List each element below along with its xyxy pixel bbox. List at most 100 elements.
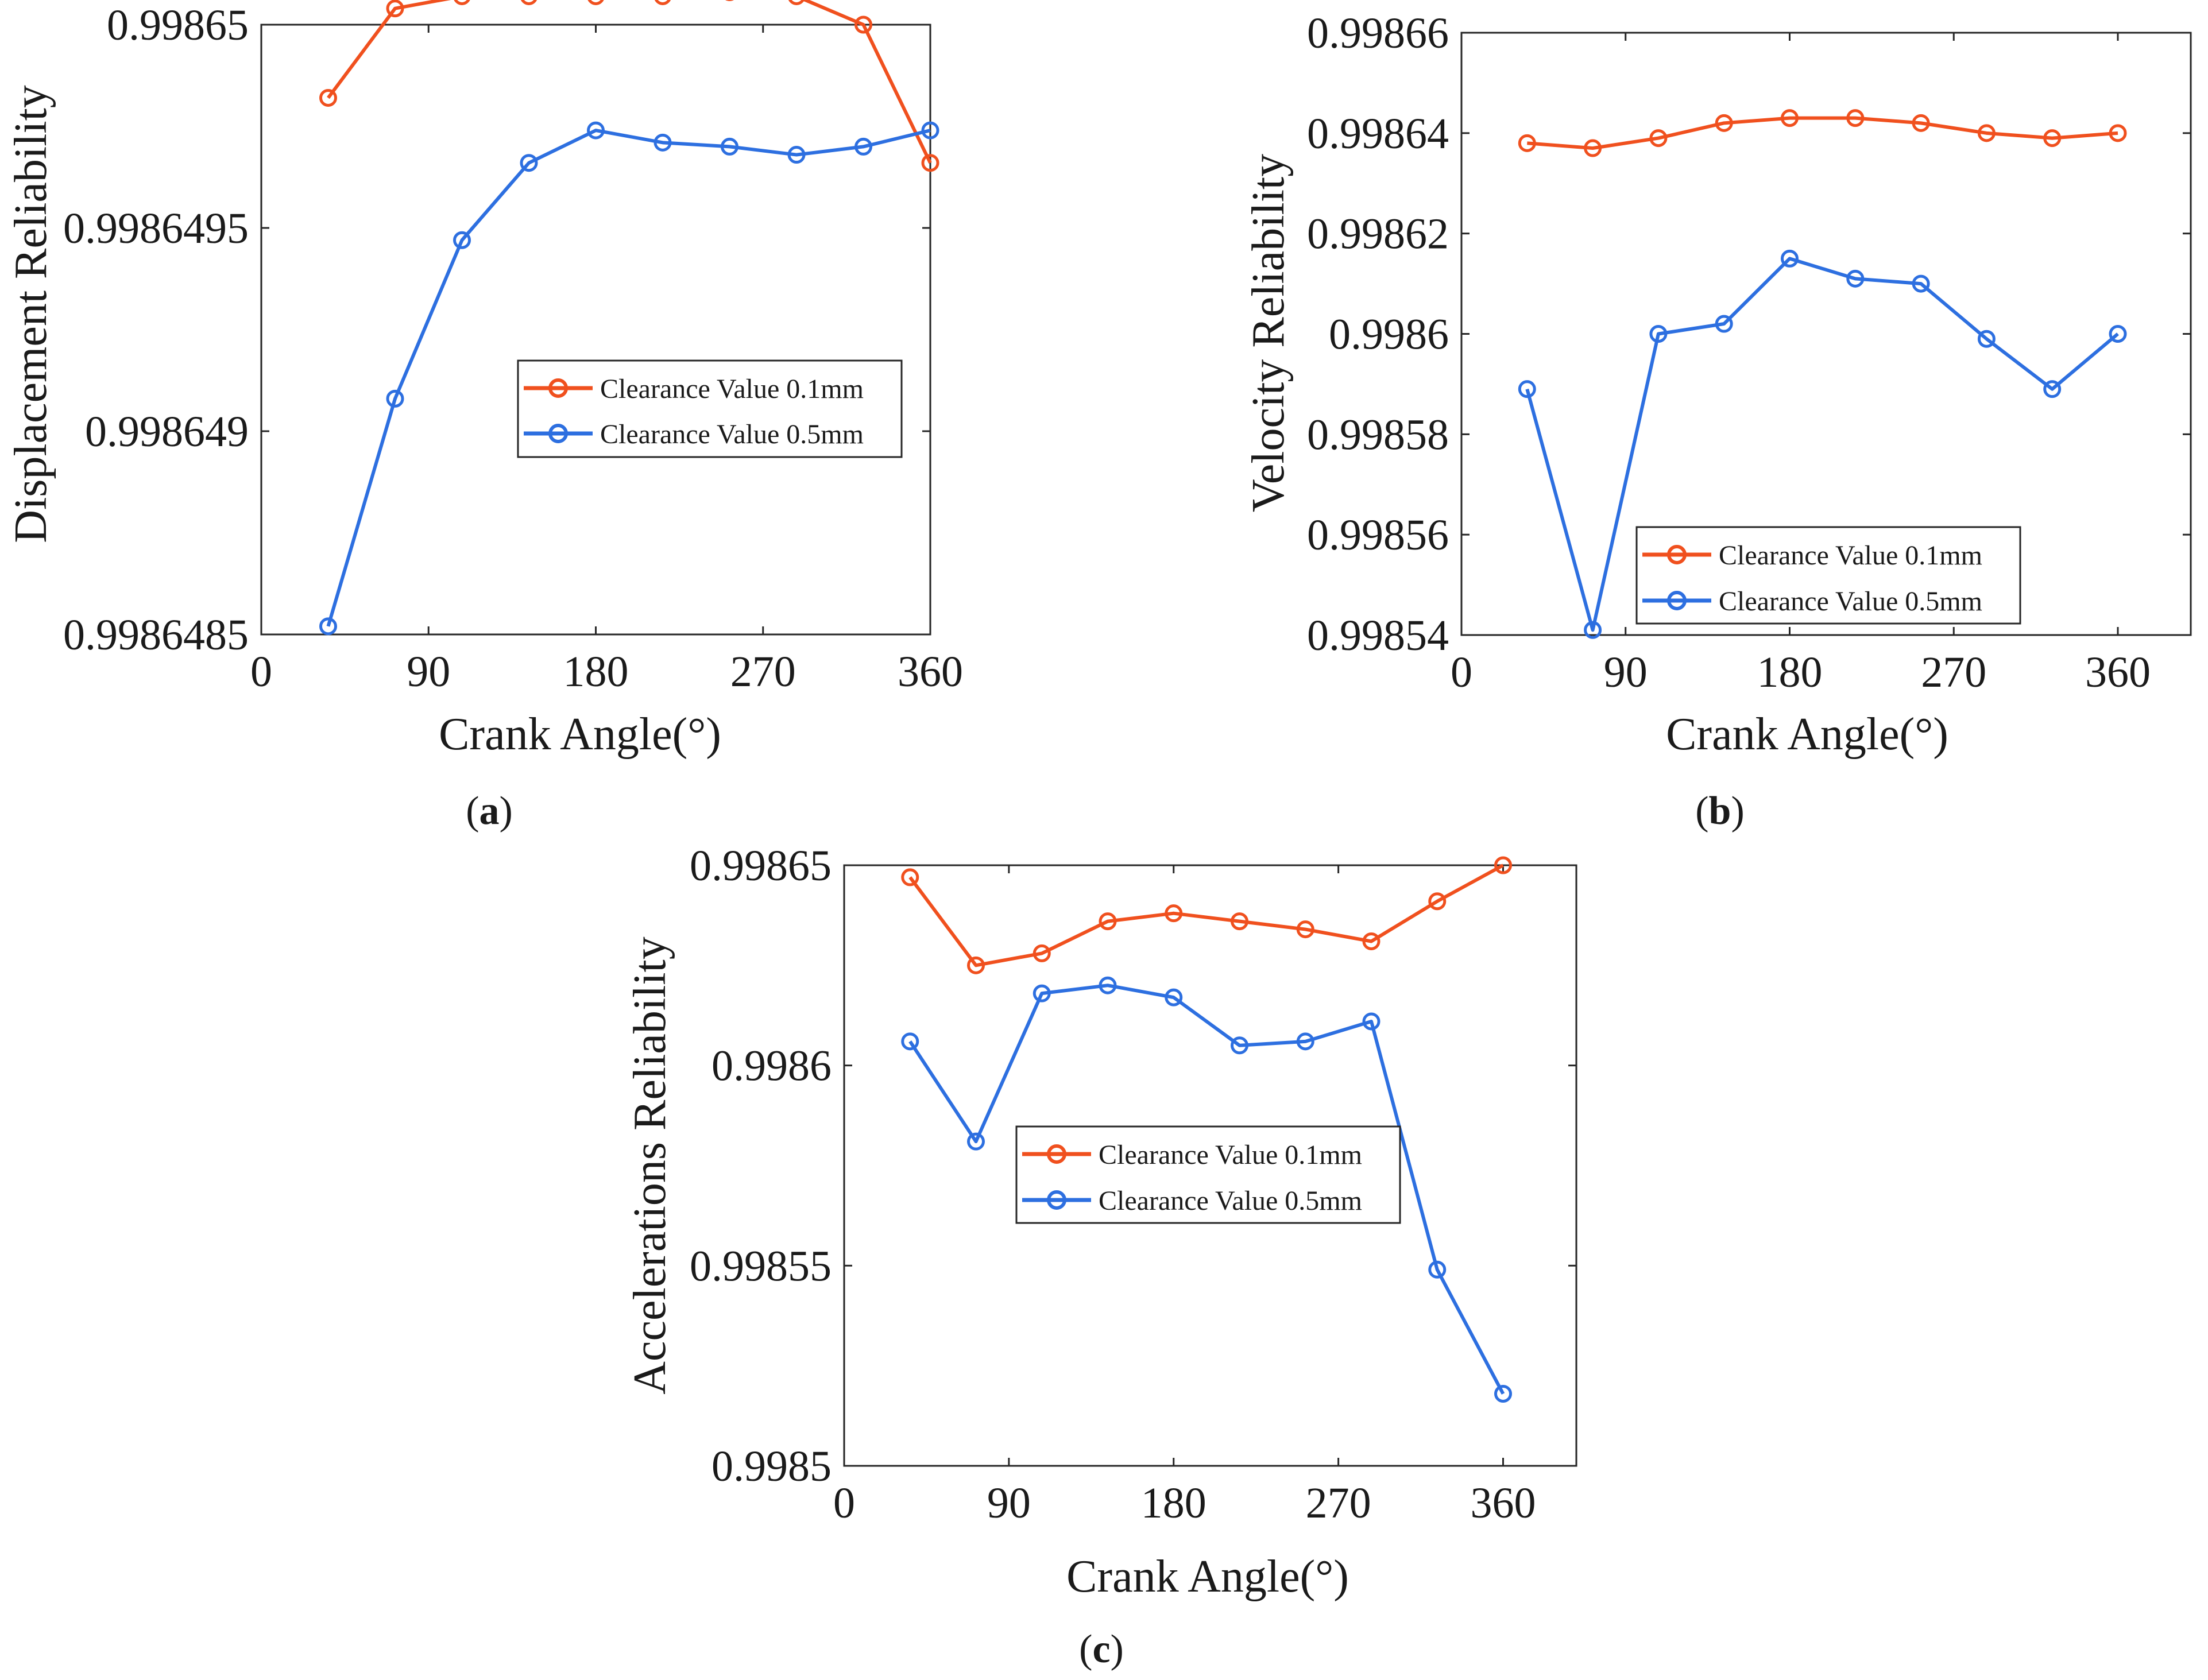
panel-b-x-axis-title: Crank Angle(°): [1666, 709, 1948, 760]
panel-b-caption-open: (: [1695, 789, 1708, 833]
panel-c-point-0.5mm: [1231, 1036, 1248, 1055]
panel-c-point-0.5mm: [1494, 1384, 1512, 1403]
panel-b-point-0.5mm: [2043, 380, 2062, 398]
panel-c-caption-letter: c: [1092, 1627, 1110, 1671]
panel-b-point-0.1mm: [1846, 109, 1865, 127]
panel-b-y-tick-label: 0.99856: [1307, 511, 1449, 559]
panel-a-point-0.1mm: [386, 0, 404, 18]
panel-a-point-0.5mm: [721, 137, 738, 156]
panel-b-series-line-0.1mm: [1527, 116, 2118, 150]
panel-b-point-0.1mm: [1584, 139, 1602, 157]
panel-c-y-tick-label: 0.99865: [690, 842, 832, 890]
panel-c-chart: 0 90 180 270 360 0.9985 0.99855 0.9986 0.99865 A…: [625, 842, 1577, 1602]
panel-c-point-0.5mm: [901, 1032, 919, 1051]
panel-a-point-0.1mm: [454, 0, 470, 5]
panel-c-y-axis-title: Accelerations Reliability: [625, 936, 675, 1395]
panel-a-series-line-0.5mm: [326, 129, 931, 627]
panel-b-point-0.5mm: [1584, 621, 1602, 639]
panel-c-point-0.5mm: [1165, 988, 1183, 1007]
panel-c-legend-marker-0.1mm: [1047, 1144, 1066, 1164]
panel-a-x-tick-label: 270: [730, 648, 796, 696]
panel-b-point-0.5mm: [1977, 330, 1996, 348]
panel-a-point-0.5mm: [386, 389, 404, 408]
panel-b-point-0.5mm: [1846, 269, 1865, 288]
panel-b-point-0.1mm: [1912, 114, 1930, 132]
panel-c-y-tick-label: 0.9985: [711, 1442, 832, 1491]
panel-a-legend-marker-0.1mm: [548, 378, 568, 398]
panel-c-caption-open: (: [1079, 1627, 1092, 1671]
panel-c-series-line-0.5mm: [908, 984, 1505, 1395]
panel-c-caption-close: ): [1111, 1627, 1124, 1671]
panel-b-x-tick-label: 90: [1604, 648, 1648, 696]
panel-a-point-0.5mm: [787, 146, 806, 164]
panel-a-y-tick-label: 0.998649: [85, 408, 249, 456]
panel-c-point-0.5mm: [1296, 1032, 1314, 1051]
panel-c-point-0.1mm: [1165, 904, 1183, 923]
panel-b-caption-close: ): [1731, 789, 1744, 833]
panel-a-x-tick-label: 360: [898, 648, 963, 696]
panel-a-caption: (a): [466, 789, 513, 833]
panel-c-legend-marker-0.5mm: [1047, 1190, 1066, 1210]
panel-a-point-0.1mm: [587, 0, 604, 5]
panel-c-x-tick-label: 0: [833, 1479, 855, 1527]
panel-a-y-tick-label: 0.9986485: [63, 611, 249, 659]
panel-a-legend-marker-0.5mm: [548, 424, 568, 443]
panel-a-point-0.1mm: [654, 0, 671, 5]
panel-b-point-0.1mm: [1715, 114, 1733, 132]
panel-a-point-0.1mm: [788, 0, 805, 5]
panel-a-caption-letter: a: [480, 789, 500, 833]
panel-b-y-tick-label: 0.9986: [1329, 311, 1449, 359]
panel-a-point-0.5mm: [587, 121, 605, 140]
panel-a-legend: [517, 359, 903, 458]
panel-c-point-0.1mm: [1296, 920, 1314, 939]
panel-b-point-0.5mm: [1912, 274, 1930, 293]
panel-a-x-tick-label: 180: [563, 648, 629, 696]
panel-a-legend-label-0.1mm: Clearance Value 0.1mm: [600, 374, 864, 404]
panel-a-chart: 0 90 180 270 360 0.9986485 0.998649 0.9986495 0.…: [6, 0, 963, 760]
panel-b-point-0.5mm: [1518, 380, 1536, 398]
panel-c-point-0.1mm: [1099, 912, 1117, 931]
panel-a-point-0.5mm: [319, 617, 337, 636]
panel-c-x-tick-label: 90: [987, 1479, 1031, 1527]
panel-c-x-tick-label: 360: [1471, 1479, 1536, 1527]
panel-a-y-axis-title: Displacement Reliability: [6, 85, 56, 543]
panel-b-point-0.5mm: [1715, 315, 1733, 333]
panel-b-point-0.1mm: [1649, 129, 1668, 148]
panel-b-x-tick-label: 360: [2085, 648, 2151, 696]
panel-b-point-0.1mm: [1977, 124, 1996, 142]
panel-b-y-tick-label: 0.99862: [1307, 210, 1449, 258]
panel-b-legend-marker-0.5mm: [1667, 591, 1687, 610]
panel-a-point-0.1mm: [921, 154, 939, 172]
panel-b-chart: 0 90 180 270 360 0.99854 0.99856 0.99858 0.9986 0…: [1243, 9, 2192, 760]
panel-b-y-axis-title: Velocity Reliability: [1243, 154, 1294, 512]
panel-b-legend-label-0.1mm: Clearance Value 0.1mm: [1719, 540, 1982, 571]
panel-c-point-0.1mm: [1231, 912, 1248, 931]
panel-a-caption-close: ): [500, 789, 513, 833]
panel-c-point-0.1mm: [1033, 944, 1051, 962]
panel-b-y-tick-label: 0.99854: [1307, 611, 1449, 660]
panel-c-x-tick-label: 180: [1141, 1479, 1207, 1527]
panel-c-point-0.5mm: [1362, 1012, 1381, 1031]
panel-c-point-0.5mm: [1428, 1260, 1447, 1279]
panel-c-point-0.5mm: [967, 1132, 985, 1151]
panel-b-point-0.5mm: [2109, 325, 2127, 343]
panel-a-y-tick-label: 0.9986495: [63, 204, 249, 253]
panel-a-series-line-0.1mm: [327, 0, 932, 164]
panel-b-legend-marker-0.1mm: [1667, 545, 1687, 564]
panel-b-point-0.1mm: [1781, 109, 1799, 127]
panel-c-legend: [1015, 1125, 1401, 1224]
panel-a-caption-open: (: [466, 789, 479, 833]
panel-a-plot-area: [260, 24, 931, 636]
panel-c-legend-label-0.5mm: Clearance Value 0.5mm: [1099, 1186, 1362, 1216]
panel-a-x-tick-label: 0: [250, 648, 272, 696]
panel-c-point-0.5mm: [1099, 976, 1117, 994]
panel-a-x-axis-title: Crank Angle(°): [439, 709, 721, 760]
panel-c-point-0.1mm: [901, 868, 919, 887]
panel-a-point-0.5mm: [653, 133, 672, 152]
panel-a-point-0.5mm: [520, 154, 538, 172]
panel-c-caption: (c): [1079, 1627, 1124, 1671]
panel-b-x-tick-label: 270: [1921, 648, 1986, 696]
panel-b-legend: [1635, 526, 2021, 625]
panel-c-x-axis-title: Crank Angle(°): [1066, 1551, 1349, 1602]
